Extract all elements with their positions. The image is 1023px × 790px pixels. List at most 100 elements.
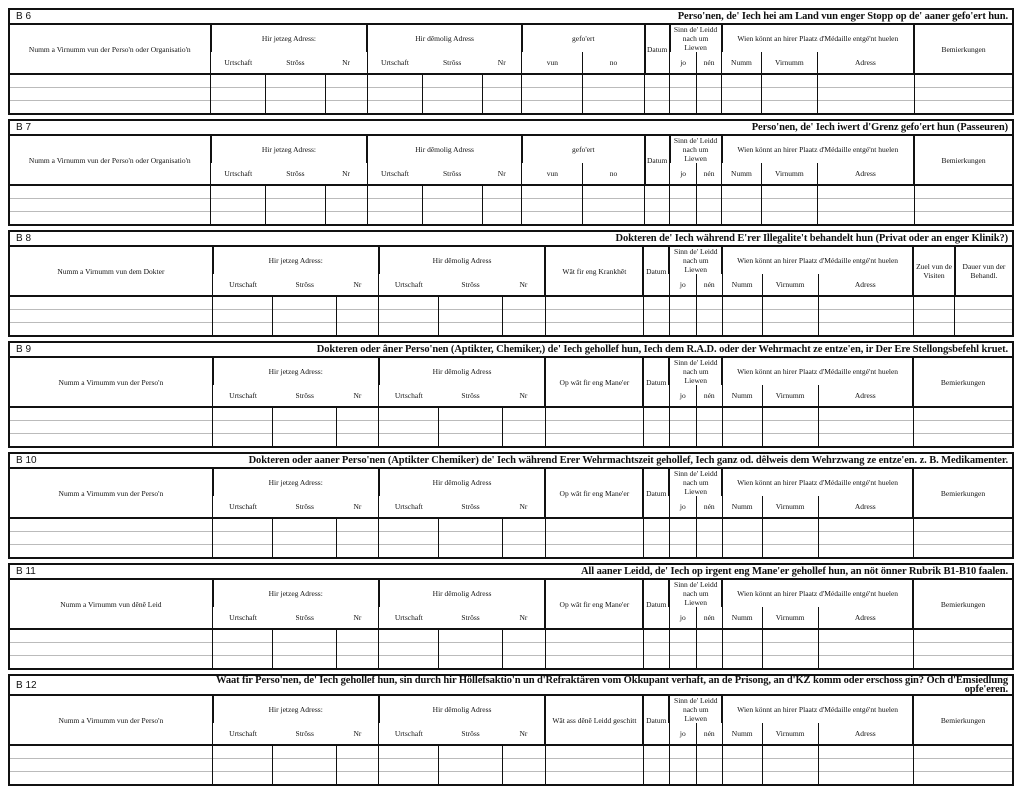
entry-cell[interactable] [212,744,274,786]
entry-cell[interactable] [438,517,503,559]
entry-cell[interactable] [8,73,212,115]
entry-cell[interactable] [501,628,546,670]
entry-cell[interactable] [336,628,380,670]
entry-cell[interactable] [817,517,914,559]
entry-cell[interactable] [8,184,212,226]
entry-cell[interactable] [212,517,274,559]
entry-cell[interactable] [913,73,1014,115]
entry-cell[interactable] [544,744,644,786]
entry-cell[interactable] [272,406,338,448]
entry-cell[interactable] [212,406,274,448]
entry-cell[interactable] [272,628,338,670]
entry-cell[interactable] [761,628,819,670]
entry-cell[interactable] [817,744,914,786]
entry-cell[interactable] [668,406,697,448]
entry-cell[interactable] [265,73,326,115]
entry-cell[interactable] [912,628,1014,670]
entry-cell[interactable] [954,295,1014,337]
entry-cell[interactable] [582,184,646,226]
entry-cell[interactable] [324,73,368,115]
entry-cell[interactable] [501,744,546,786]
entry-cell[interactable] [642,295,670,337]
entry-cell[interactable] [366,73,423,115]
entry-cell[interactable] [761,406,819,448]
entry-cell[interactable] [669,184,698,226]
entry-cell[interactable] [695,744,723,786]
entry-cell[interactable] [696,184,723,226]
entry-cell[interactable] [521,73,584,115]
entry-cell[interactable] [695,295,723,337]
entry-cell[interactable] [438,744,503,786]
entry-cell[interactable] [816,184,915,226]
entry-cell[interactable] [760,184,818,226]
entry-cell[interactable] [8,628,214,670]
entry-cell[interactable] [696,73,723,115]
entry-cell[interactable] [721,184,762,226]
entry-cell[interactable] [438,295,503,337]
entry-cell[interactable] [272,295,338,337]
entry-cell[interactable] [8,406,214,448]
entry-cell[interactable] [378,295,440,337]
entry-cell[interactable] [912,744,1014,786]
entry-cell[interactable] [501,295,546,337]
entry-cell[interactable] [721,517,763,559]
entry-cell[interactable] [721,406,763,448]
entry-cell[interactable] [817,628,914,670]
entry-cell[interactable] [336,517,380,559]
entry-cell[interactable] [8,744,214,786]
entry-cell[interactable] [438,406,503,448]
entry-cell[interactable] [421,73,483,115]
entry-cell[interactable] [912,406,1014,448]
entry-cell[interactable] [212,295,274,337]
entry-cell[interactable] [212,628,274,670]
entry-cell[interactable] [761,744,819,786]
entry-cell[interactable] [761,517,819,559]
entry-cell[interactable] [582,73,646,115]
entry-cell[interactable] [378,744,440,786]
entry-cell[interactable] [642,517,670,559]
entry-cell[interactable] [481,184,523,226]
entry-cell[interactable] [210,184,266,226]
entry-cell[interactable] [695,406,723,448]
entry-cell[interactable] [912,295,956,337]
entry-cell[interactable] [721,744,763,786]
entry-cell[interactable] [481,73,523,115]
entry-cell[interactable] [324,184,368,226]
entry-cell[interactable] [544,517,644,559]
entry-cell[interactable] [668,295,697,337]
entry-cell[interactable] [544,628,644,670]
entry-cell[interactable] [912,517,1014,559]
entry-cell[interactable] [501,406,546,448]
entry-cell[interactable] [378,406,440,448]
entry-cell[interactable] [8,295,214,337]
entry-cell[interactable] [817,295,914,337]
entry-cell[interactable] [642,744,670,786]
entry-cell[interactable] [521,184,584,226]
entry-cell[interactable] [695,517,723,559]
entry-cell[interactable] [721,73,762,115]
entry-cell[interactable] [913,184,1014,226]
entry-cell[interactable] [421,184,483,226]
entry-cell[interactable] [366,184,423,226]
entry-cell[interactable] [721,628,763,670]
entry-cell[interactable] [642,628,670,670]
entry-cell[interactable] [816,73,915,115]
entry-cell[interactable] [644,184,671,226]
entry-cell[interactable] [544,406,644,448]
entry-cell[interactable] [501,517,546,559]
entry-cell[interactable] [8,517,214,559]
entry-cell[interactable] [668,744,697,786]
entry-cell[interactable] [438,628,503,670]
entry-cell[interactable] [336,744,380,786]
entry-cell[interactable] [210,73,266,115]
entry-cell[interactable] [761,295,819,337]
entry-cell[interactable] [272,744,338,786]
entry-cell[interactable] [669,73,698,115]
entry-cell[interactable] [378,517,440,559]
entry-cell[interactable] [644,73,671,115]
entry-cell[interactable] [265,184,326,226]
entry-cell[interactable] [642,406,670,448]
entry-cell[interactable] [544,295,644,337]
entry-cell[interactable] [668,517,697,559]
entry-cell[interactable] [336,295,380,337]
